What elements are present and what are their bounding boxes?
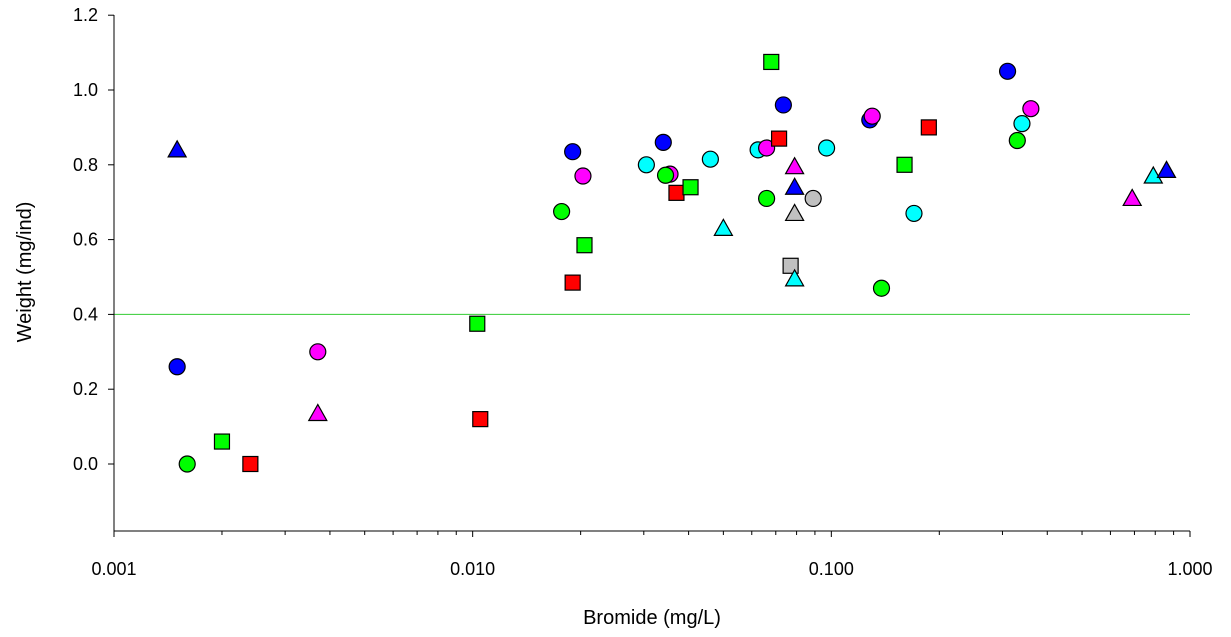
x-tick-label: 0.010 [450, 559, 495, 579]
data-points [167, 53, 1177, 473]
data-point-circle [863, 107, 881, 125]
data-point-triangle [784, 177, 805, 195]
data-point-square [242, 455, 259, 473]
data-point-circle [817, 139, 836, 157]
x-axis-title: Bromide (mg/L) [583, 607, 721, 629]
x-ticks: 0.001 0.010 0.100 1.000 [91, 531, 1213, 579]
data-point-triangle [784, 268, 805, 287]
y-tick-label: 0.6 [73, 230, 98, 250]
data-point-circle [998, 62, 1017, 80]
data-point-circle [872, 279, 891, 297]
x-tick-label: 0.100 [809, 559, 854, 579]
data-point-triangle [1156, 160, 1177, 179]
data-point-square [896, 156, 913, 173]
data-point-triangle [1143, 165, 1164, 184]
data-point-circle [758, 189, 776, 208]
y-tick-label: 0.8 [73, 155, 98, 175]
y-tick-label: 1.2 [73, 5, 98, 25]
data-point-circle [774, 96, 792, 114]
data-point-square [576, 237, 593, 254]
x-tick-label: 1.000 [1167, 559, 1212, 579]
data-point-triangle [713, 218, 734, 236]
data-point-circle [804, 189, 822, 208]
data-point-circle [905, 204, 923, 223]
data-point-square [472, 411, 489, 428]
data-point-square [668, 184, 685, 201]
data-point-circle [1022, 100, 1040, 118]
y-tick-label: 0.4 [73, 304, 98, 324]
data-point-circle [701, 150, 719, 168]
data-point-triangle [784, 203, 805, 222]
axes [113, 15, 1190, 532]
data-point-circle [637, 156, 655, 174]
data-point-circle [168, 358, 186, 376]
data-point-circle [553, 202, 571, 221]
data-point-square [763, 53, 780, 71]
data-point-circle [656, 166, 675, 184]
data-point-circle [564, 143, 582, 161]
data-point-circle [574, 167, 592, 185]
y-ticks: 0.0 0.2 0.4 0.6 0.8 1.0 1.2 [73, 5, 114, 474]
data-point-circle [654, 133, 672, 151]
data-point-circle [178, 455, 196, 473]
y-tick-label: 0.0 [73, 454, 98, 474]
data-point-circle [309, 343, 327, 361]
data-point-square [469, 315, 486, 332]
y-axis-title: Weight (mg/ind) [14, 202, 36, 343]
y-tick-label: 0.2 [73, 379, 98, 399]
data-point-square [213, 433, 231, 450]
data-point-triangle [307, 403, 328, 422]
data-point-triangle [167, 139, 188, 158]
data-point-triangle [1122, 188, 1143, 207]
data-point-circle [758, 139, 776, 157]
x-tick-label: 0.001 [91, 559, 136, 579]
data-point-square [920, 119, 937, 136]
data-point-circle [1013, 115, 1031, 133]
data-point-triangle [784, 156, 805, 175]
data-point-square [770, 130, 788, 147]
data-point-square [564, 274, 581, 291]
data-point-square [682, 179, 699, 196]
data-point-circle [1008, 131, 1026, 150]
y-tick-label: 1.0 [73, 80, 98, 100]
